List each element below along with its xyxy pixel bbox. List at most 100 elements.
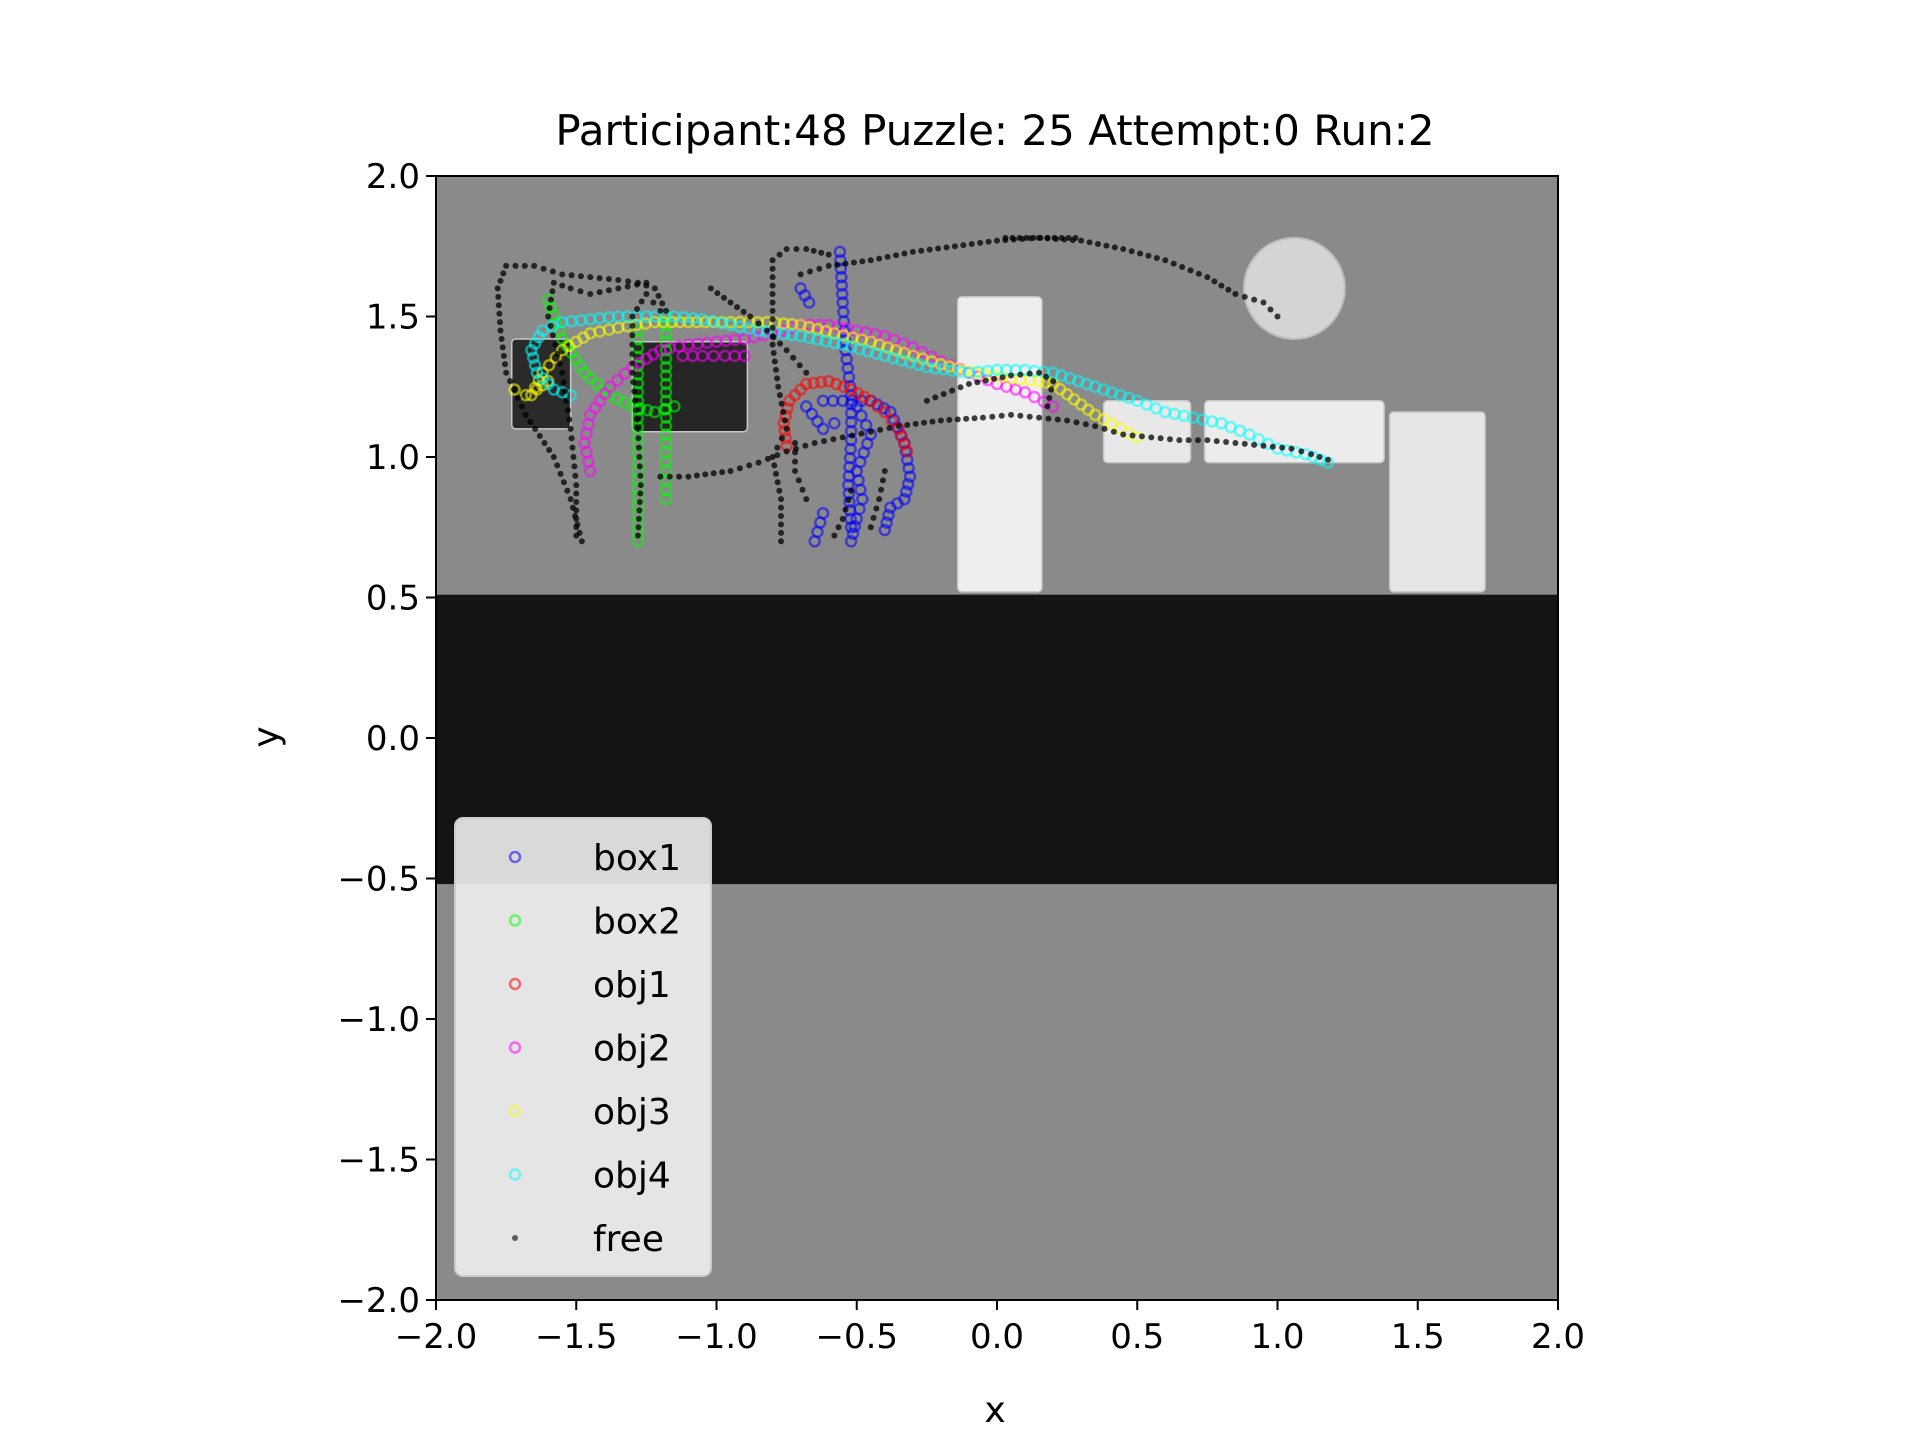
- free-point: [1030, 234, 1037, 241]
- free-point: [573, 482, 580, 489]
- free-point: [531, 262, 538, 269]
- x-tick-label: −0.5: [815, 1317, 898, 1357]
- free-point: [783, 425, 790, 432]
- obj3-point: [536, 366, 549, 379]
- free-point: [764, 455, 771, 462]
- legend-label: obj3: [593, 1092, 671, 1133]
- free-point: [605, 276, 612, 283]
- box1-point: [835, 279, 849, 292]
- free-point: [1045, 415, 1052, 422]
- free-point: [778, 504, 785, 511]
- free-point: [775, 383, 782, 390]
- free-point: [850, 259, 857, 266]
- x-tick-label: 2.0: [1531, 1317, 1585, 1357]
- free-point: [636, 463, 643, 470]
- free-point: [1092, 423, 1099, 430]
- free-point: [878, 486, 885, 493]
- free-point: [965, 380, 972, 387]
- obj2-point: [603, 380, 617, 393]
- free-point: [638, 298, 645, 305]
- box2-point: [659, 377, 673, 391]
- free-point: [811, 439, 818, 446]
- free-point: [552, 341, 559, 348]
- free-point: [571, 463, 578, 470]
- free-point: [615, 285, 622, 292]
- box1-point: [901, 477, 915, 491]
- free-point: [573, 524, 580, 531]
- free-point: [1179, 264, 1186, 271]
- free-point: [657, 307, 664, 314]
- obj1-point: [822, 374, 835, 388]
- free-point: [1103, 242, 1110, 249]
- free-point: [596, 275, 603, 282]
- box1-point: [882, 508, 895, 522]
- free-point: [985, 238, 992, 245]
- obj1-point: [781, 402, 794, 415]
- free-point: [559, 282, 566, 289]
- free-point: [655, 292, 662, 299]
- free-point: [1072, 234, 1079, 241]
- obj1-point: [807, 376, 820, 390]
- free-point: [559, 369, 566, 376]
- free-point: [1073, 419, 1080, 426]
- free-point: [564, 407, 571, 414]
- free-point: [1094, 241, 1101, 248]
- free-point: [1185, 437, 1192, 444]
- x-tick-label: 1.0: [1250, 1317, 1304, 1357]
- obj4-point: [760, 325, 774, 338]
- free-point: [746, 462, 753, 469]
- free-point: [734, 304, 741, 311]
- obj3-point: [648, 315, 662, 329]
- free-point: [1148, 434, 1155, 441]
- free-point: [1251, 296, 1258, 303]
- free-point: [559, 271, 566, 278]
- free-point: [943, 244, 950, 251]
- free-point: [1138, 433, 1145, 440]
- free-point: [777, 340, 784, 347]
- free-point: [989, 413, 996, 420]
- free-point: [1204, 274, 1211, 281]
- free-point: [632, 397, 639, 404]
- free-point: [772, 470, 779, 477]
- legend-label: box2: [593, 902, 681, 943]
- free-point: [651, 285, 658, 292]
- free-point: [795, 477, 802, 484]
- box2-point: [659, 394, 673, 408]
- free-point: [643, 279, 650, 286]
- box1-point: [802, 296, 816, 309]
- free-point: [633, 407, 640, 414]
- free-point: [624, 283, 631, 290]
- obj1-point: [895, 430, 908, 443]
- free-point: [778, 400, 785, 407]
- free-point: [769, 324, 776, 331]
- free-point: [676, 473, 683, 480]
- free-point: [643, 291, 650, 298]
- free-point: [769, 316, 776, 323]
- free-point: [629, 332, 636, 339]
- free-point: [926, 246, 933, 253]
- free-point: [991, 375, 998, 382]
- free-point: [807, 268, 813, 275]
- x-tick-label: 0.0: [970, 1317, 1024, 1357]
- free-point: [546, 446, 553, 453]
- free-point: [1162, 257, 1169, 264]
- obj1-point: [900, 445, 914, 458]
- free-point: [937, 417, 944, 424]
- obstacles: [510, 236, 1486, 593]
- free-point: [1241, 440, 1248, 447]
- disc-obstacle: [1242, 236, 1346, 340]
- free-point: [496, 319, 503, 326]
- free-point: [830, 436, 837, 443]
- box1-point: [828, 417, 841, 430]
- free-point: [573, 507, 580, 514]
- free-point: [881, 468, 888, 475]
- obj3-point: [519, 388, 533, 402]
- free-point: [802, 442, 809, 449]
- free-point: [1269, 443, 1276, 450]
- obj2-point: [738, 349, 751, 363]
- obj4-point: [546, 320, 559, 333]
- free-point: [1298, 448, 1305, 455]
- box2-point: [659, 369, 673, 382]
- free-point: [1016, 234, 1023, 241]
- free-point: [901, 250, 908, 257]
